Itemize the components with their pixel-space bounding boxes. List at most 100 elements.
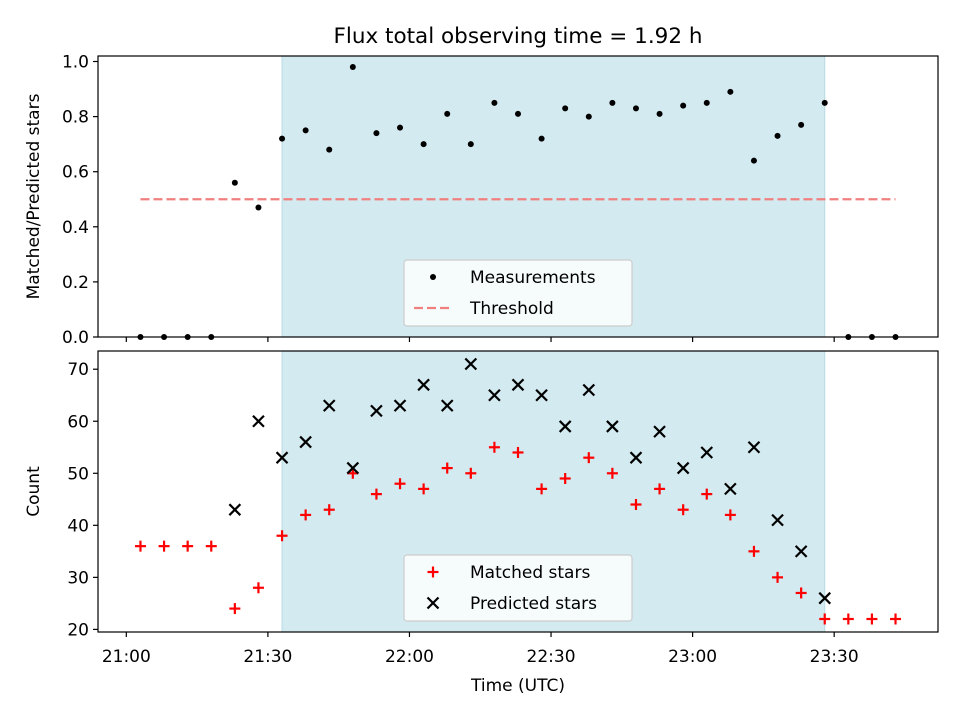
predicted-star-marker [724,482,737,496]
matched-star-marker [205,540,217,552]
matched-star-marker [842,613,854,625]
predicted-star-marker [488,388,501,402]
count-plot: 20 30 40 50 60 70 21:00 21:30 22:00 22:30 23:00 23:… [24,350,939,667]
ratio-plot: 0.0 0.2 0.4 0.6 0.8 1.0 Matched/Predicted star… [24,53,939,348]
x-tick-label: 22:30 [527,647,576,667]
matched-star-marker [158,540,170,552]
measurement-point [821,99,828,106]
measurement-point [279,135,286,142]
matched-star-marker [677,504,689,516]
chart-title: Flux total observing time = 1.92 h [334,24,703,49]
matched-star-marker [890,613,902,625]
measurement-point [397,124,404,131]
predicted-star-marker [700,446,714,459]
matched-star-marker [559,472,571,484]
y-tick-label: 0.4 [62,218,89,238]
predicted-star-marker [346,461,360,475]
predicted-star-marker [629,451,643,464]
y-tick-label: 60 [67,412,89,432]
matched-star-marker [866,613,878,625]
matched-star-marker [465,467,477,479]
y-axis-label: Matched/Predicted stars [24,93,44,299]
matched-star-marker [488,441,500,453]
y-tick-label: 0.2 [62,273,89,293]
matched-star-marker [606,467,618,479]
measurement-point [420,141,427,148]
matched-star-marker [370,488,382,500]
predicted-star-marker [511,378,525,392]
predicted-star-marker [653,425,666,438]
measurement-point [255,204,262,211]
x-axis-label: Time (UTC) [470,676,565,696]
y-tick-label: 30 [67,568,89,588]
measurement-point [302,127,309,134]
matched-star-marker [654,483,666,495]
matched-star-marker [724,509,736,521]
matched-star-marker [772,571,784,583]
y-tick-label: 50 [67,464,89,484]
matched-star-marker [701,488,713,500]
x-tick-label: 21:30 [243,647,292,667]
measurement-point [798,121,805,128]
predicted-star-marker [818,591,832,605]
predicted-star-marker [794,545,808,558]
matched-star-marker [819,613,831,625]
predicted-star-marker [370,404,383,418]
matched-star-marker [134,540,146,552]
measurement-point [515,110,521,117]
legend-label: Threshold [469,299,554,319]
legend-label: Measurements [470,268,596,288]
measurement-point [609,99,616,106]
matched-star-marker [252,582,264,594]
matched-star-marker [229,603,241,615]
measurement-point [491,99,498,106]
predicted-star-marker [464,357,478,371]
legend-label: Matched stars [470,563,590,583]
matched-star-marker [536,483,548,495]
measurement-point [373,130,380,137]
predicted-star-marker [747,440,761,454]
predicted-star-marker [393,399,407,412]
y-tick-label: 20 [67,620,89,640]
predicted-star-marker [252,414,265,428]
predicted-star-marker [322,399,336,412]
matched-star-marker [182,540,194,552]
predicted-star-marker [228,503,242,516]
matched-star-marker [323,504,335,516]
x-tick-label: 21:00 [102,647,151,667]
measurement-point [562,105,569,112]
matched-star-marker [441,462,453,474]
measurement-point [538,135,545,142]
y-tick-label: 0.0 [62,328,89,348]
measurement-point [349,64,356,71]
measurement-point [444,110,451,117]
x-tick-label: 22:00 [385,647,434,667]
legend-box [403,554,633,622]
measurement-point [750,157,757,164]
x-tick-label: 23:30 [810,647,859,667]
y-tick-label: 1.0 [62,53,89,73]
predicted-star-marker [275,451,289,464]
measurement-point [467,141,474,148]
y-tick-label: 0.8 [62,108,89,128]
measurement-point [632,105,639,112]
matched-star-marker [630,499,642,511]
predicted-star-marker [417,378,430,392]
predicted-star-marker [299,435,312,449]
matched-star-marker [276,530,288,542]
measurement-point [585,113,592,120]
y-tick-label: 70 [67,360,89,380]
predicted-star-marker [771,513,784,527]
measurement-point [703,99,710,106]
predicted-star-marker [582,383,596,397]
predicted-star-marker [676,461,690,475]
legend-box [403,259,633,327]
matched-star-marker [300,509,312,521]
legend-predicted-swatch [426,596,440,610]
axes-frame [97,350,939,633]
legend-label: Predicted stars [470,594,597,614]
measurement-point [727,88,734,95]
y-axis-label: Count [24,466,44,517]
predicted-star-marker [558,420,572,433]
